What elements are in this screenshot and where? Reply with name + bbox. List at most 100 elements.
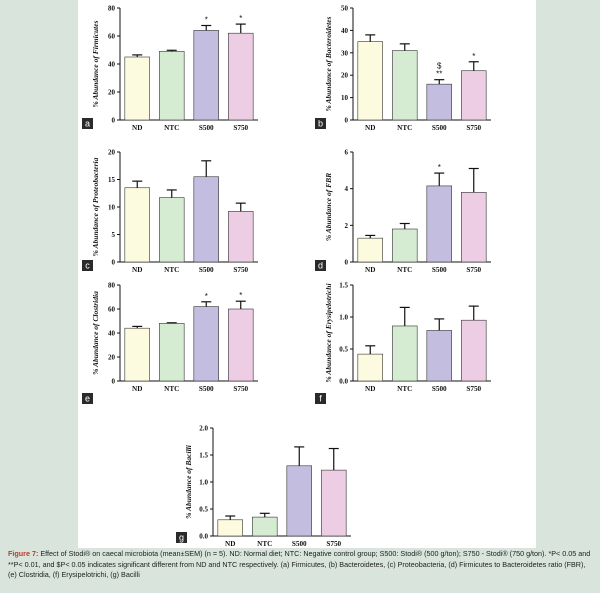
- panel-letter-box-b: [315, 118, 326, 129]
- x-tick-label-f: S500: [432, 385, 447, 393]
- y-tick-label-b: 30: [341, 49, 349, 57]
- y-tick-label-f: 1.0: [339, 314, 348, 322]
- y-tick-label-e: 0: [112, 378, 116, 386]
- x-tick-label-b: S500: [432, 124, 447, 132]
- panel-letter-box-a: [82, 118, 93, 129]
- x-tick-label-e: S750: [233, 385, 248, 393]
- y-axis-label-c: % Abundance of Proteobacteria: [91, 157, 100, 256]
- y-tick-label-g: 0.0: [199, 533, 208, 541]
- y-tick-label-c: 0: [112, 259, 116, 267]
- y-tick-label-d: 2: [345, 222, 349, 230]
- significance-mark-b: $: [437, 62, 442, 71]
- y-tick-label-b: 10: [341, 94, 349, 102]
- y-tick-label-f: 0.5: [339, 346, 348, 354]
- y-tick-label-c: 20: [108, 149, 116, 157]
- panel-letter-box-f: [315, 393, 326, 404]
- y-axis-label-g: % Abundance of Bacilli: [184, 444, 193, 519]
- x-tick-label-a: NTC: [164, 124, 179, 132]
- figure-panel: 0 20 40 60 80% Abundance of Firmicutes ND NTC S…: [78, 0, 536, 548]
- y-axis-label-a: % Abundance of Firmicutes: [91, 20, 100, 107]
- x-tick-label-d: NTC: [397, 266, 412, 274]
- bar-b-NTC: [392, 50, 418, 121]
- y-tick-label-e: 60: [108, 306, 116, 314]
- y-tick-label-e: 80: [108, 282, 116, 290]
- x-tick-label-g: S500: [292, 540, 307, 548]
- y-tick-label-g: 1.5: [199, 452, 208, 460]
- x-tick-label-a: S750: [233, 124, 248, 132]
- y-tick-label-g: 1.0: [199, 479, 208, 487]
- chart-a: 0 20 40 60 80 % Abundance of Firmicutes ND NTC S…: [82, 5, 258, 132]
- bar-e-S500: [193, 306, 219, 382]
- y-tick-label-d: 6: [345, 149, 349, 157]
- bar-f-ND: [357, 353, 383, 382]
- caption-text: Effect of Stodi® on caecal microbiota (m…: [8, 549, 591, 579]
- bar-a-NTC: [159, 51, 185, 121]
- x-tick-label-c: S500: [199, 266, 214, 274]
- y-tick-label-e: 20: [108, 354, 116, 362]
- x-tick-label-f: S750: [466, 385, 481, 393]
- chart-c: 0 5 10 15 20 % Abundance of Proteobacteria ND N…: [82, 149, 258, 274]
- bar-f-S500: [426, 330, 452, 382]
- bar-g-ND: [217, 519, 243, 537]
- panel-letter-box-c: [82, 260, 93, 271]
- y-tick-label-b: 40: [341, 27, 349, 35]
- y-tick-label-g: 2.0: [199, 425, 208, 433]
- bar-a-S750: [228, 32, 254, 121]
- y-tick-label-f: 0.0: [339, 378, 348, 386]
- x-tick-label-c: ND: [132, 266, 142, 274]
- y-tick-label-a: 20: [108, 89, 116, 97]
- y-tick-label-e: 40: [108, 330, 116, 338]
- x-tick-label-f: NTC: [397, 385, 412, 393]
- y-tick-label-c: 5: [112, 231, 116, 239]
- bar-d-S500: [426, 185, 452, 263]
- figure-caption: Figure 7: Effect of Stodi® on caecal mic…: [8, 549, 596, 581]
- bar-d-S750: [461, 192, 487, 263]
- y-tick-label-f: 1.5: [339, 282, 348, 290]
- y-axis-label-b: % Abundance of Bacteroidetes: [324, 16, 333, 111]
- x-tick-label-g: ND: [225, 540, 235, 548]
- panel-letter-g: g: [179, 533, 184, 543]
- chart-e: 0 20 40 60 80 % Abundance of Clostridia ND NTC S…: [82, 282, 258, 404]
- y-axis-label-d: % Abundance of FBR: [324, 173, 333, 241]
- y-axis-label-e: % Abundance of Clostridia: [91, 291, 100, 375]
- x-tick-label-b: NTC: [397, 124, 412, 132]
- x-tick-label-c: S750: [233, 266, 248, 274]
- significance-mark-e: *: [239, 291, 242, 300]
- x-tick-label-g: NTC: [257, 540, 272, 548]
- bar-b-S750: [461, 70, 487, 121]
- panel-letter-b: b: [318, 119, 323, 129]
- y-tick-label-b: 50: [341, 5, 349, 13]
- x-tick-label-e: NTC: [164, 385, 179, 393]
- bar-g-NTC: [252, 516, 278, 537]
- caption-label: Figure 7:: [8, 549, 39, 558]
- bar-c-ND: [124, 187, 150, 263]
- bar-b-S500: [426, 83, 452, 121]
- y-tick-label-a: 40: [108, 61, 116, 69]
- y-tick-label-a: 0: [112, 117, 116, 125]
- bar-e-S750: [228, 308, 254, 382]
- x-tick-label-e: S500: [199, 385, 214, 393]
- x-tick-label-d: S750: [466, 266, 481, 274]
- significance-mark-b: *: [472, 52, 475, 61]
- chart-d: 0 2 4 6 % Abundance of FBR ND NTC S500 * S750 d: [315, 149, 491, 274]
- bar-c-NTC: [159, 197, 185, 263]
- bar-c-S500: [193, 176, 219, 263]
- x-tick-label-e: ND: [132, 385, 142, 393]
- y-tick-label-c: 10: [108, 204, 116, 212]
- y-tick-label-d: 4: [345, 185, 349, 193]
- y-axis-label-f: % Abundance of Erysipelotrichi: [324, 283, 333, 383]
- y-tick-label-d: 0: [345, 259, 349, 267]
- x-tick-label-f: ND: [365, 385, 375, 393]
- y-tick-label-b: 20: [341, 72, 349, 80]
- panel-letter-d: d: [318, 261, 323, 271]
- significance-mark-a: *: [205, 16, 208, 25]
- panel-letter-f: f: [319, 394, 322, 404]
- bar-f-NTC: [392, 325, 418, 382]
- bar-d-ND: [357, 237, 383, 263]
- x-tick-label-b: S750: [466, 124, 481, 132]
- y-tick-label-g: 0.5: [199, 506, 208, 514]
- bar-a-ND: [124, 56, 150, 121]
- x-tick-label-c: NTC: [164, 266, 179, 274]
- x-tick-label-b: ND: [365, 124, 375, 132]
- significance-mark-b: **: [436, 70, 442, 79]
